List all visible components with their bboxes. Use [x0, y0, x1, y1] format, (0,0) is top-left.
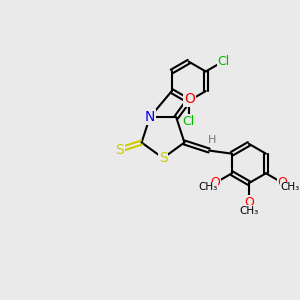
Text: O: O — [244, 196, 254, 209]
Text: N: N — [145, 110, 155, 124]
Text: S: S — [115, 143, 124, 157]
Text: H: H — [208, 135, 217, 145]
Text: Cl: Cl — [218, 55, 230, 68]
Text: O: O — [210, 176, 220, 190]
Text: Cl: Cl — [183, 115, 195, 128]
Text: CH₃: CH₃ — [280, 182, 299, 192]
Text: CH₃: CH₃ — [199, 182, 218, 192]
Text: CH₃: CH₃ — [239, 206, 259, 215]
Text: O: O — [278, 176, 288, 190]
Text: O: O — [184, 92, 195, 106]
Text: S: S — [159, 151, 167, 165]
